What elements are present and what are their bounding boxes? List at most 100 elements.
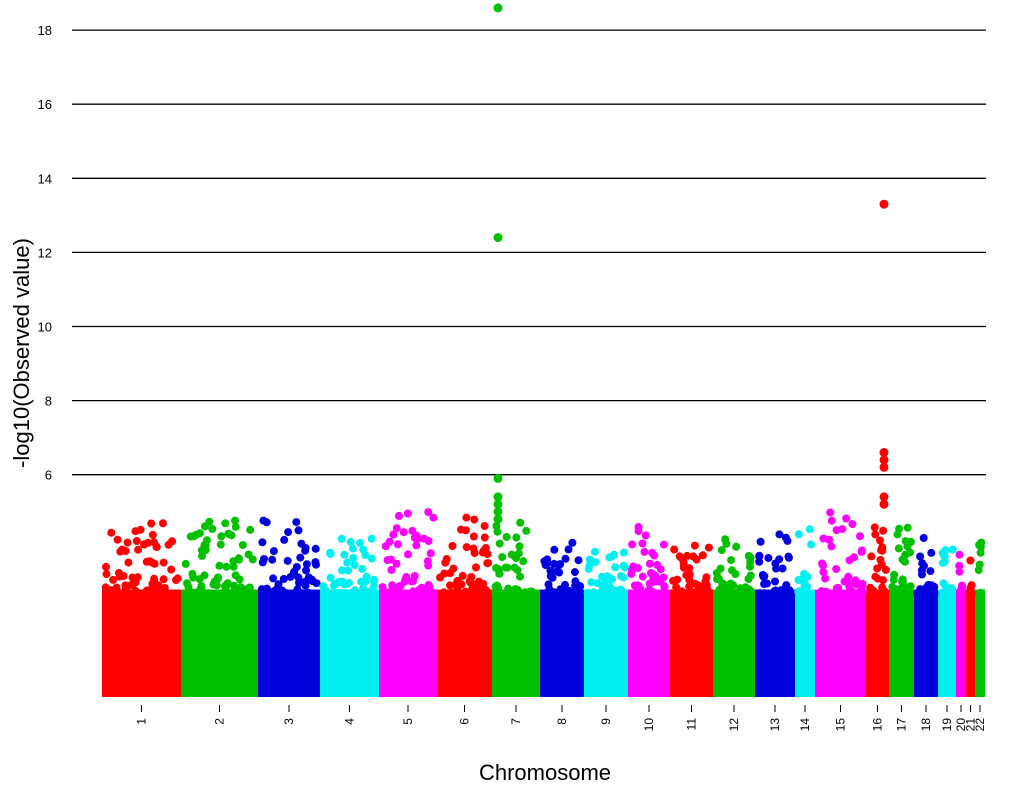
data-point bbox=[404, 550, 412, 559]
data-point bbox=[522, 526, 531, 535]
data-point bbox=[439, 588, 448, 597]
data-point bbox=[844, 572, 853, 581]
data-point bbox=[347, 589, 356, 598]
data-points bbox=[101, 3, 986, 598]
data-point bbox=[670, 545, 679, 554]
data-point bbox=[221, 519, 230, 528]
x-tick-label: 12 bbox=[727, 718, 741, 732]
data-point bbox=[193, 589, 202, 598]
data-point bbox=[746, 562, 754, 571]
data-point bbox=[159, 575, 168, 584]
chromosome-12-band bbox=[713, 589, 755, 697]
data-point bbox=[127, 581, 135, 590]
data-point bbox=[510, 563, 519, 572]
data-point bbox=[395, 588, 404, 597]
data-point bbox=[453, 576, 462, 585]
data-point bbox=[413, 535, 422, 544]
y-tick-label: 6 bbox=[45, 468, 52, 483]
data-point bbox=[745, 552, 753, 561]
data-point bbox=[326, 573, 335, 582]
data-point bbox=[102, 562, 110, 571]
data-point bbox=[202, 536, 211, 545]
data-point bbox=[337, 534, 346, 543]
data-point bbox=[927, 548, 936, 557]
data-point bbox=[209, 580, 218, 589]
y-tick-labels: 6 8 10 12 14 16 18 bbox=[38, 23, 52, 483]
data-point bbox=[553, 567, 562, 576]
data-point bbox=[760, 580, 769, 588]
data-point bbox=[200, 571, 209, 580]
data-point bbox=[469, 532, 478, 541]
data-point bbox=[134, 545, 143, 554]
data-point bbox=[189, 573, 198, 582]
data-point bbox=[294, 526, 303, 535]
data-point bbox=[367, 534, 376, 543]
data-point bbox=[198, 551, 206, 560]
data-point bbox=[260, 555, 268, 563]
data-point bbox=[461, 587, 470, 596]
data-point bbox=[683, 551, 692, 560]
chromosome-21-band bbox=[966, 589, 975, 697]
data-point bbox=[890, 570, 899, 579]
data-point bbox=[778, 564, 787, 573]
data-point bbox=[257, 585, 266, 594]
data-point bbox=[794, 530, 803, 539]
data-point bbox=[878, 546, 887, 555]
data-point bbox=[462, 513, 471, 522]
data-point bbox=[826, 508, 835, 517]
data-point bbox=[871, 530, 880, 539]
data-point bbox=[409, 577, 417, 586]
data-point bbox=[739, 585, 748, 594]
data-point bbox=[832, 526, 841, 535]
data-point bbox=[424, 581, 433, 589]
data-point bbox=[870, 523, 879, 532]
x-tick-label: 11 bbox=[685, 718, 699, 731]
chromosome-19-band bbox=[938, 589, 956, 697]
data-point bbox=[879, 462, 889, 472]
data-point bbox=[638, 572, 647, 581]
data-point bbox=[966, 556, 975, 565]
data-point bbox=[280, 535, 289, 544]
data-point bbox=[550, 559, 559, 568]
data-point bbox=[385, 537, 394, 546]
x-tick-label: 6 bbox=[458, 718, 472, 725]
data-point bbox=[827, 542, 836, 551]
data-point bbox=[269, 574, 278, 583]
data-point bbox=[769, 589, 778, 598]
data-point bbox=[857, 546, 866, 555]
data-point bbox=[619, 573, 628, 582]
data-point bbox=[301, 581, 310, 590]
data-point bbox=[775, 530, 784, 539]
data-point bbox=[475, 577, 483, 586]
data-point bbox=[630, 581, 639, 590]
data-point bbox=[955, 561, 964, 570]
y-tick-label: 12 bbox=[38, 245, 52, 260]
data-point bbox=[698, 551, 707, 560]
data-point bbox=[764, 554, 773, 562]
data-point bbox=[955, 550, 964, 559]
data-point bbox=[958, 589, 967, 598]
data-point bbox=[242, 585, 251, 594]
data-point bbox=[618, 589, 627, 597]
data-point bbox=[835, 589, 844, 598]
data-point bbox=[395, 511, 403, 520]
data-point bbox=[598, 588, 607, 597]
data-point bbox=[469, 544, 478, 553]
data-point bbox=[427, 588, 436, 597]
data-point bbox=[689, 552, 698, 561]
data-point bbox=[344, 566, 353, 575]
data-point bbox=[493, 3, 503, 13]
data-point bbox=[879, 455, 889, 465]
data-point bbox=[619, 548, 628, 557]
data-point bbox=[898, 578, 907, 587]
data-point bbox=[899, 584, 908, 593]
data-point bbox=[898, 555, 907, 564]
data-point bbox=[975, 560, 984, 569]
data-point bbox=[713, 575, 721, 583]
data-point bbox=[685, 576, 694, 584]
data-point bbox=[124, 558, 133, 567]
x-axis-label: Chromosome bbox=[478, 760, 612, 785]
data-point bbox=[727, 556, 736, 565]
data-point bbox=[879, 576, 887, 585]
